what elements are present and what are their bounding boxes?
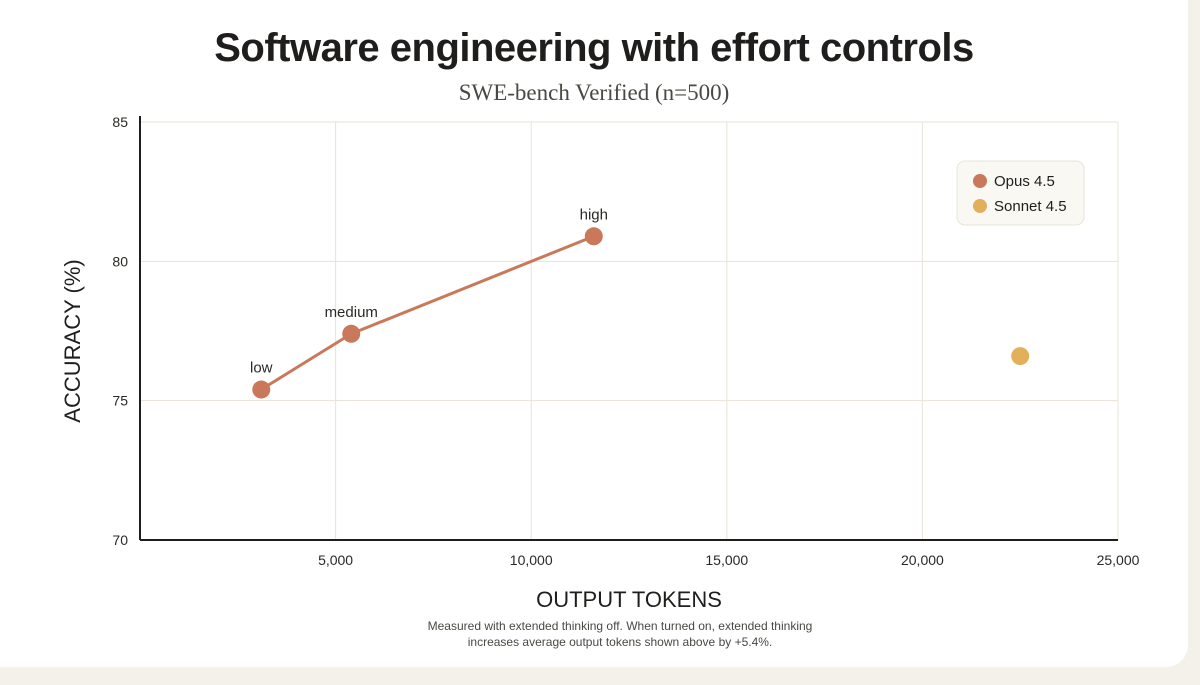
y-tick-label: 70 (112, 532, 128, 548)
footnote-line: Measured with extended thinking off. Whe… (427, 619, 813, 633)
x-axis-title: OUTPUT TOKENS (536, 587, 722, 612)
y-tick-label: 80 (112, 253, 128, 269)
series-layer: low medium high (250, 206, 1030, 399)
legend-marker (973, 174, 987, 188)
data-point-label: high (580, 206, 608, 223)
x-tick-label: 15,000 (705, 552, 748, 568)
data-point (584, 227, 603, 246)
series-line (260, 234, 595, 391)
footnote: Measured with extended thinking off. Whe… (0, 618, 1200, 650)
legend-box (956, 160, 1085, 226)
footnote-line: increases average output tokens shown ab… (467, 635, 773, 649)
legend: Opus 4.5 Sonnet 4.5 (956, 160, 1085, 226)
chart-subtitle: SWE-bench Verified (n=500) (458, 80, 730, 105)
chart-card: Software engineering with effort control… (0, 0, 1188, 667)
x-axis-ticks: 5,000 10,000 15,000 20,000 25,000 (318, 552, 1140, 568)
data-point (252, 380, 271, 399)
x-tick-label: 10,000 (510, 552, 553, 568)
grid-lines (140, 121, 1119, 540)
data-point (1011, 347, 1030, 366)
chart-title: Software engineering with effort control… (214, 26, 974, 70)
y-tick-label: 85 (112, 114, 128, 130)
scatter-chart: 70 75 80 85 5,000 10,000 15,000 20,000 25,000 O… (60, 114, 1140, 612)
x-tick-label: 5,000 (318, 552, 353, 568)
data-point-label: medium (325, 304, 378, 321)
axes (139, 116, 1118, 541)
x-tick-label: 20,000 (901, 552, 944, 568)
legend-label: Opus 4.5 (994, 173, 1055, 190)
legend-label: Sonnet 4.5 (994, 198, 1067, 215)
y-axis-title: ACCURACY (%) (60, 259, 85, 422)
data-point (342, 324, 361, 343)
legend-marker (973, 199, 987, 213)
y-tick-label: 75 (112, 393, 128, 409)
data-point-label: low (250, 360, 273, 377)
y-axis-ticks: 70 75 80 85 (112, 114, 128, 548)
x-tick-label: 25,000 (1097, 552, 1140, 568)
